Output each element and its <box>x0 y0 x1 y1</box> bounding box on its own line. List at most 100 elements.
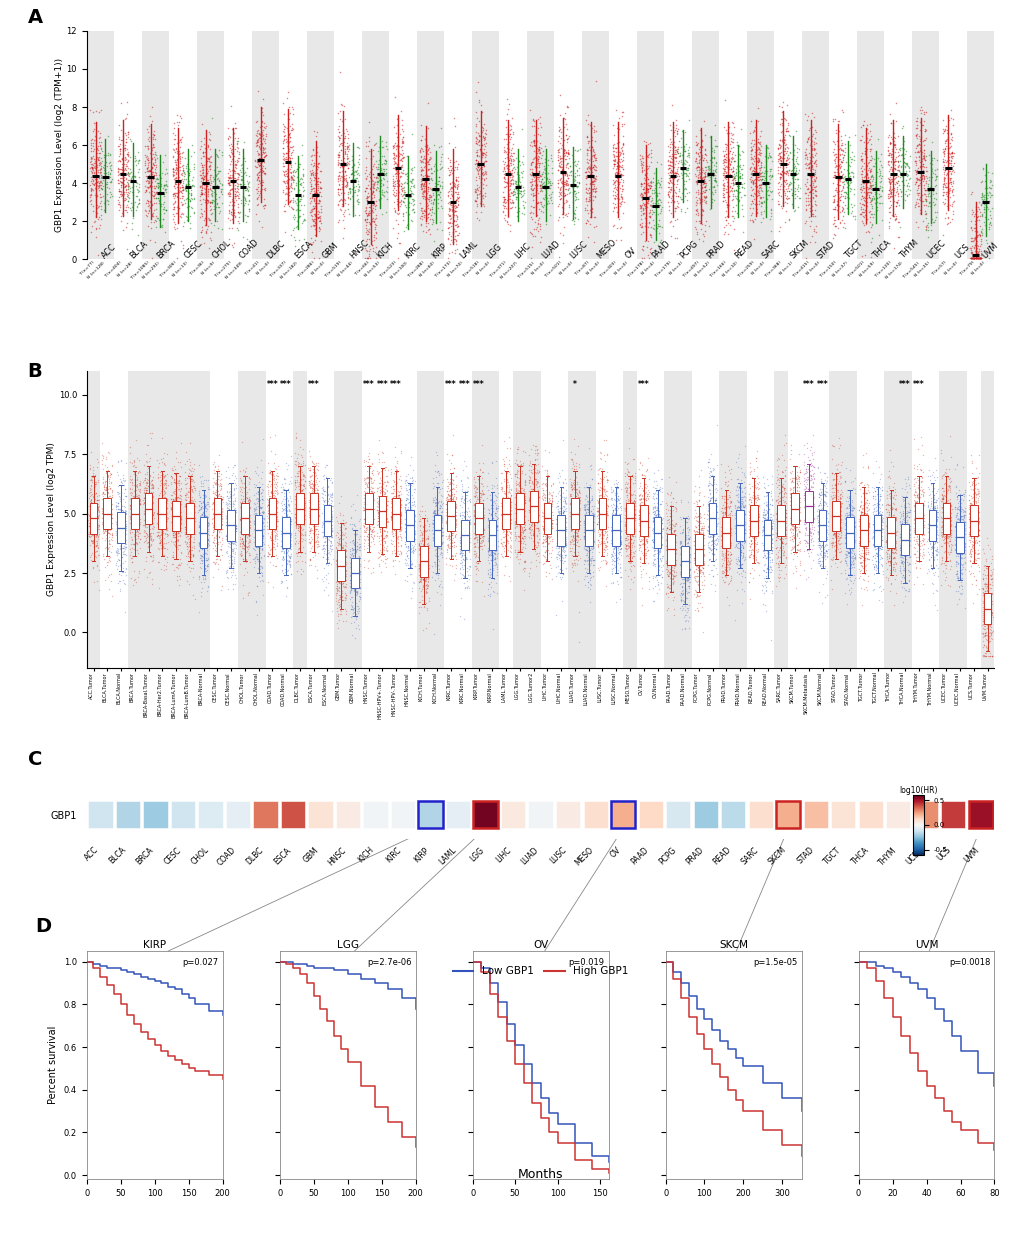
Point <box>289 540 306 559</box>
Point <box>226 175 243 195</box>
Point <box>906 468 922 488</box>
Point <box>909 169 925 189</box>
Point <box>239 496 256 516</box>
Point <box>853 126 869 146</box>
Point <box>702 522 718 542</box>
Point <box>799 485 815 505</box>
Point <box>124 198 141 217</box>
Point <box>828 513 845 532</box>
Point <box>618 536 634 556</box>
Point <box>374 517 390 537</box>
Point <box>186 154 203 174</box>
Point <box>327 538 343 558</box>
Point <box>713 546 730 566</box>
Point <box>555 541 572 561</box>
Point <box>830 516 847 536</box>
Point <box>102 517 118 537</box>
Point <box>816 494 833 514</box>
Point <box>86 477 102 496</box>
Point <box>943 196 959 216</box>
Point <box>910 189 926 209</box>
Point <box>414 173 430 193</box>
Point <box>387 496 404 516</box>
Point <box>701 516 717 536</box>
Point <box>273 531 289 551</box>
Point <box>165 525 181 545</box>
Point <box>838 503 854 522</box>
Point <box>164 459 180 479</box>
Point <box>830 509 847 529</box>
Point <box>616 452 633 472</box>
Point <box>770 556 787 576</box>
Point <box>813 547 829 567</box>
Point <box>638 510 654 530</box>
Point <box>771 167 788 186</box>
Point <box>434 517 450 537</box>
Point <box>802 519 818 538</box>
Point <box>665 599 682 619</box>
Point <box>172 173 189 193</box>
Point <box>251 151 267 170</box>
Point <box>444 484 461 504</box>
Point <box>207 513 223 532</box>
Point <box>481 503 497 522</box>
Point <box>416 149 432 169</box>
Point <box>416 200 432 220</box>
Point <box>558 175 575 195</box>
Point <box>527 510 543 530</box>
Point <box>459 482 475 501</box>
Point <box>167 173 183 193</box>
Point <box>799 513 815 532</box>
Point <box>934 495 951 515</box>
Point <box>222 179 238 199</box>
Point <box>317 517 333 537</box>
Point <box>949 566 965 585</box>
Point <box>722 566 739 585</box>
Point <box>522 154 538 174</box>
Point <box>649 557 665 577</box>
Point <box>279 133 296 153</box>
Point <box>512 484 528 504</box>
Point <box>659 184 676 204</box>
Point <box>159 525 175 545</box>
Point <box>191 532 207 552</box>
Point <box>672 152 688 172</box>
Point <box>447 170 464 190</box>
Point <box>196 538 212 558</box>
Point <box>833 200 849 220</box>
Point <box>690 516 706 536</box>
Point <box>782 487 798 506</box>
Point <box>311 211 327 231</box>
Point <box>293 480 310 500</box>
Point <box>357 178 373 198</box>
Point <box>330 185 346 205</box>
Point <box>195 520 211 540</box>
Point <box>604 534 621 553</box>
Point <box>173 204 190 224</box>
Point <box>158 174 174 194</box>
Point <box>239 536 256 556</box>
Point <box>471 515 487 535</box>
Point <box>936 548 953 568</box>
Point <box>666 520 683 540</box>
Point <box>528 196 544 216</box>
Point <box>727 180 743 200</box>
Point <box>554 148 571 168</box>
Point <box>528 496 544 516</box>
Point <box>838 184 854 204</box>
Point <box>942 520 958 540</box>
Point <box>198 506 214 526</box>
Point <box>254 503 270 522</box>
Point <box>352 587 368 606</box>
Point <box>768 548 785 568</box>
Point <box>577 495 593 515</box>
Point <box>447 172 464 191</box>
Point <box>763 519 780 538</box>
Point <box>604 530 621 550</box>
Point <box>727 553 743 573</box>
Point <box>224 169 240 189</box>
Point <box>236 503 253 522</box>
Point <box>94 179 110 199</box>
Point <box>407 496 423 516</box>
Point <box>892 558 908 578</box>
